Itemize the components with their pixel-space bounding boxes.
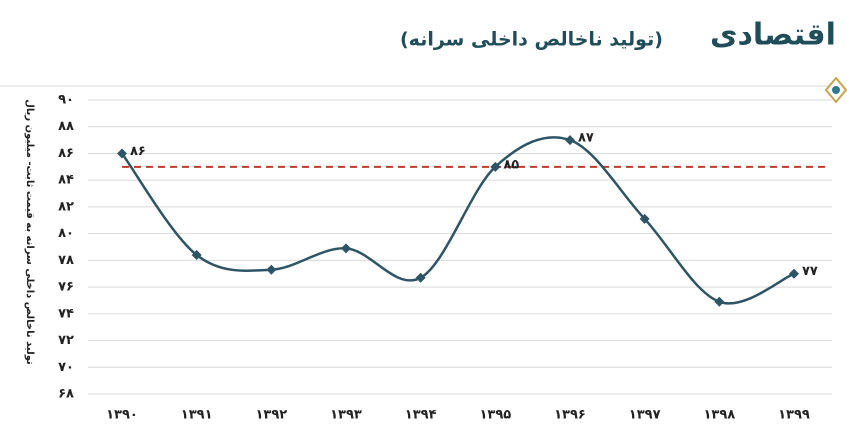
series-line [120, 136, 795, 305]
x-tick-label: ۱۳۹۷ [629, 408, 661, 423]
x-tick-label: ۱۳۹۰ [106, 408, 138, 423]
y-tick-label: ۷۲ [58, 333, 74, 348]
ornament [824, 76, 847, 104]
x-tick-label: ۱۳۹۹ [778, 408, 810, 423]
x-tick-label: ۱۳۹۲ [255, 408, 287, 423]
x-tick-label: ۱۳۹۸ [703, 408, 735, 423]
data-label: ۸۷ [578, 131, 594, 146]
y-tick-label: ۷۰ [58, 360, 74, 375]
x-tick-label: ۱۳۹۳ [330, 408, 362, 423]
data-label: ۸۵ [503, 157, 519, 172]
y-tick-label: ۸۰ [58, 226, 74, 241]
x-tick-label: ۱۳۹۱ [181, 408, 213, 423]
chart-title: عمق رکود اقتصادی [710, 18, 847, 53]
data-point [341, 243, 351, 254]
chart-subtitle: (تولید ناخالص داخلی سرانه) [400, 29, 663, 51]
y-tick-label: ۷۶ [58, 280, 74, 295]
data-point [415, 272, 426, 283]
y-tick-label: ۷۴ [58, 306, 74, 321]
data-point [789, 268, 799, 279]
x-tick-label: ۱۳۹۶ [554, 408, 586, 423]
y-axis-label: تولید ناخالص داخلی سرانه به قیمت ثابت- م… [24, 99, 35, 365]
y-tick-label: ۸۶ [58, 146, 74, 161]
data-point [565, 135, 575, 146]
x-tick-label: ۱۳۹۵ [479, 408, 511, 423]
data-point [266, 264, 277, 275]
y-tick-label: ۶۸ [58, 387, 74, 402]
data-point [117, 148, 127, 159]
data-point [714, 296, 725, 307]
y-tick-label: ۹۰ [58, 93, 74, 108]
data-point [191, 250, 202, 261]
y-tick-label: ۸۲ [58, 199, 74, 214]
data-label: ۷۷ [802, 264, 818, 279]
x-tick-label: ۱۳۹۴ [405, 408, 437, 423]
data-label: ۸۶ [130, 144, 146, 159]
y-tick-label: ۸۸ [58, 119, 74, 134]
y-tick-label: ۷۸ [58, 253, 74, 268]
data-point [490, 161, 501, 172]
y-tick-label: ۸۴ [58, 173, 74, 188]
data-point [639, 213, 650, 224]
